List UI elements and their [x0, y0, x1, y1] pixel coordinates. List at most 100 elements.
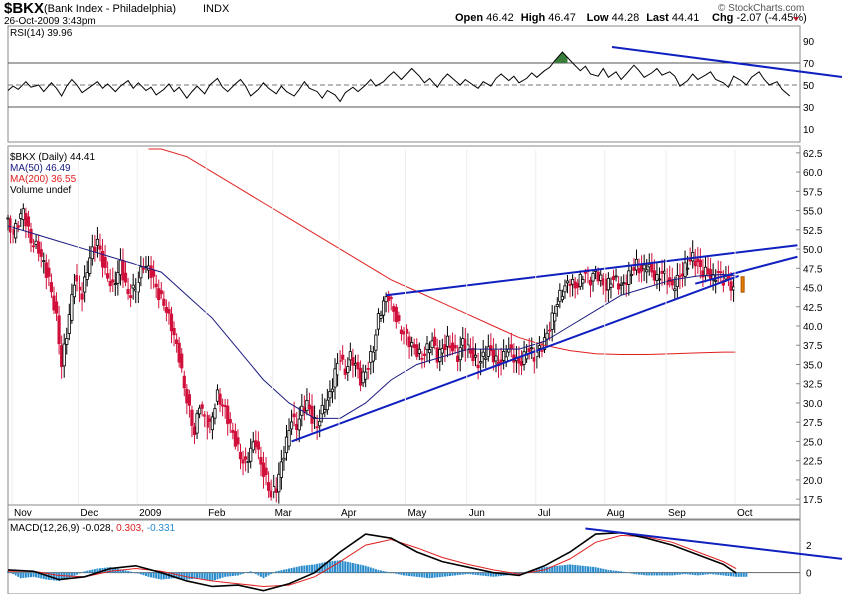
candle-body	[266, 482, 271, 491]
candle-body	[660, 270, 664, 274]
macd-histogram-bar	[510, 572, 513, 575]
macd-histogram-bar	[282, 569, 285, 573]
rsi-trendline	[611, 46, 843, 78]
candle-body	[351, 357, 355, 366]
macd-histogram-bar	[175, 572, 178, 579]
macd-histogram-bar	[137, 572, 140, 574]
candle-body	[527, 348, 531, 352]
candle-body	[226, 405, 230, 425]
macd-histogram-bar	[737, 572, 740, 577]
candle-body	[415, 344, 419, 357]
candle-body	[581, 279, 585, 284]
candle-body	[696, 258, 700, 263]
macd-histogram-bar	[234, 572, 237, 576]
candle-body	[185, 388, 189, 404]
candle-body	[596, 271, 600, 282]
price-tick-label: 20.0	[803, 476, 823, 487]
macd-histogram-bar	[357, 564, 360, 573]
macd-histogram-bar	[451, 572, 454, 576]
macd-histogram-bar	[78, 572, 81, 574]
x-tick-label: 2009	[139, 508, 162, 519]
candle-body	[719, 271, 723, 274]
candle-body	[588, 279, 593, 286]
candle-body	[450, 342, 455, 352]
macd-histogram-bar	[119, 569, 122, 573]
candle-body	[129, 295, 133, 298]
macd-histogram-bar	[410, 572, 413, 577]
macd-histogram-bar	[494, 572, 497, 577]
macd-histogram-bar	[150, 572, 153, 578]
macd-histogram-bar	[129, 571, 132, 573]
candle-body	[629, 273, 633, 276]
candle-body	[57, 315, 61, 345]
candle-body	[113, 283, 117, 286]
candle-body	[601, 278, 605, 286]
quote-label: Open	[455, 12, 486, 24]
candle-body	[159, 290, 163, 295]
candle-body	[65, 338, 69, 345]
macd-histogram-bar	[622, 571, 625, 573]
candle-body	[162, 298, 166, 306]
macd-histogram-bar	[448, 572, 451, 576]
candle-body	[685, 267, 690, 270]
macd-histogram-bar	[433, 572, 436, 578]
price-panel	[7, 145, 801, 506]
macd-histogram-bar	[29, 572, 32, 578]
candle-body	[471, 347, 475, 362]
macd-histogram-bar	[91, 569, 94, 573]
macd-histogram-bar	[425, 572, 428, 578]
candle-body	[571, 278, 575, 285]
last-candle	[740, 276, 745, 293]
macd-histogram-bar	[423, 572, 426, 578]
macd-histogram-bar	[561, 565, 564, 573]
candle-body	[412, 344, 416, 348]
candle-body	[560, 295, 565, 301]
candle-body	[21, 208, 25, 220]
macd-histogram-bar	[52, 572, 55, 581]
macd-histogram-bar	[724, 572, 727, 576]
candle-body	[693, 260, 697, 267]
macd-histogram-bar	[592, 566, 595, 573]
candle-body	[88, 257, 92, 274]
candle-body	[208, 418, 212, 422]
candle-body	[680, 273, 685, 276]
macd-label-hist: -0.331	[144, 523, 176, 534]
price-tick-label: 60.0	[803, 168, 823, 179]
macd-histogram-bar	[471, 572, 474, 575]
macd-histogram-bar	[242, 572, 245, 574]
macd-histogram-bar	[678, 572, 681, 575]
price-tick-label: 55.0	[803, 207, 823, 218]
candle-body	[550, 312, 554, 330]
macd-histogram-bar	[88, 570, 91, 573]
candle-body	[254, 440, 258, 448]
candle-body	[519, 360, 524, 366]
candle-body	[458, 347, 462, 361]
candle-body	[198, 407, 202, 415]
macd-histogram-bar	[438, 572, 441, 578]
macd-histogram-bar	[60, 572, 63, 581]
quote-label: Chg	[712, 12, 736, 24]
x-tick-label: Feb	[208, 508, 226, 519]
quote-label: Last	[646, 12, 672, 24]
candle-body	[215, 389, 220, 402]
candle-body	[295, 423, 299, 430]
candle-body	[422, 353, 427, 357]
candle-body	[305, 400, 309, 412]
macd-histogram-bar	[446, 572, 449, 577]
macd-histogram-bar	[198, 572, 201, 579]
candle-body	[67, 314, 71, 334]
macd-histogram-bar	[408, 572, 411, 576]
candle-body	[289, 421, 294, 430]
macd-histogram-bar	[566, 564, 569, 573]
candle-body	[348, 351, 352, 361]
macd-histogram-bar	[666, 572, 669, 576]
macd-histogram-bar	[364, 565, 367, 573]
candle-body	[139, 266, 143, 279]
macd-histogram-bar	[556, 565, 559, 573]
x-tick-label: Jul	[538, 508, 551, 519]
macd-histogram-bar	[377, 569, 380, 573]
chart-exchange: INDX	[203, 3, 230, 15]
quote-value: 44.28	[612, 12, 640, 24]
candle-body	[72, 284, 77, 298]
candle-body	[361, 371, 365, 384]
